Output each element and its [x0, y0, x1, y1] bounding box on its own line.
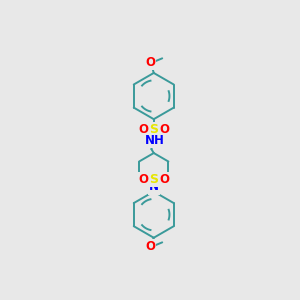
Text: S: S	[149, 173, 158, 186]
Text: O: O	[160, 123, 170, 136]
Text: O: O	[138, 123, 148, 136]
Text: N: N	[149, 180, 159, 194]
Text: O: O	[145, 240, 155, 253]
Text: NH: NH	[146, 134, 165, 147]
Text: O: O	[160, 173, 170, 186]
Text: O: O	[145, 56, 155, 69]
Text: O: O	[138, 173, 148, 186]
Text: S: S	[149, 123, 158, 136]
